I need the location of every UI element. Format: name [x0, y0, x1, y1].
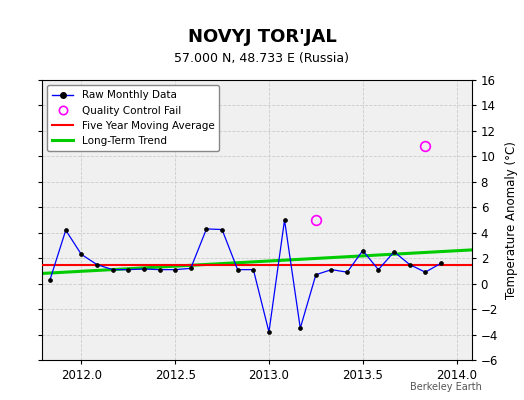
Raw Monthly Data — [62, 228, 69, 232]
Raw Monthly Data — [203, 226, 210, 231]
Raw Monthly Data — [188, 266, 194, 271]
Quality Control Fail — [313, 218, 319, 222]
Line: Quality Control Fail: Quality Control Fail — [311, 141, 430, 225]
Quality Control Fail — [422, 144, 429, 148]
Raw Monthly Data — [422, 270, 429, 274]
Raw Monthly Data — [234, 267, 241, 272]
Raw Monthly Data — [359, 248, 366, 253]
Raw Monthly Data — [47, 278, 53, 282]
Raw Monthly Data — [329, 267, 335, 272]
Raw Monthly Data — [438, 261, 444, 266]
Raw Monthly Data — [140, 266, 147, 271]
Raw Monthly Data — [391, 250, 397, 254]
Raw Monthly Data — [313, 272, 319, 277]
Raw Monthly Data — [172, 267, 178, 272]
Raw Monthly Data — [407, 262, 413, 267]
Raw Monthly Data — [78, 252, 84, 257]
Raw Monthly Data — [157, 267, 163, 272]
Y-axis label: Temperature Anomaly (°C): Temperature Anomaly (°C) — [505, 141, 518, 299]
Raw Monthly Data — [125, 267, 132, 272]
Text: NOVYJ TOR'JAL: NOVYJ TOR'JAL — [188, 28, 336, 46]
Raw Monthly Data — [219, 227, 225, 232]
Legend: Raw Monthly Data, Quality Control Fail, Five Year Moving Average, Long-Term Tren: Raw Monthly Data, Quality Control Fail, … — [47, 85, 220, 151]
Text: 57.000 N, 48.733 E (Russia): 57.000 N, 48.733 E (Russia) — [174, 52, 350, 65]
Raw Monthly Data — [281, 218, 288, 222]
Line: Raw Monthly Data: Raw Monthly Data — [48, 218, 443, 334]
Raw Monthly Data — [266, 330, 272, 334]
Text: Berkeley Earth: Berkeley Earth — [410, 382, 482, 392]
Raw Monthly Data — [297, 326, 303, 330]
Raw Monthly Data — [110, 267, 116, 272]
Raw Monthly Data — [94, 262, 100, 267]
Raw Monthly Data — [344, 270, 351, 274]
Raw Monthly Data — [375, 267, 381, 272]
Raw Monthly Data — [250, 267, 257, 272]
